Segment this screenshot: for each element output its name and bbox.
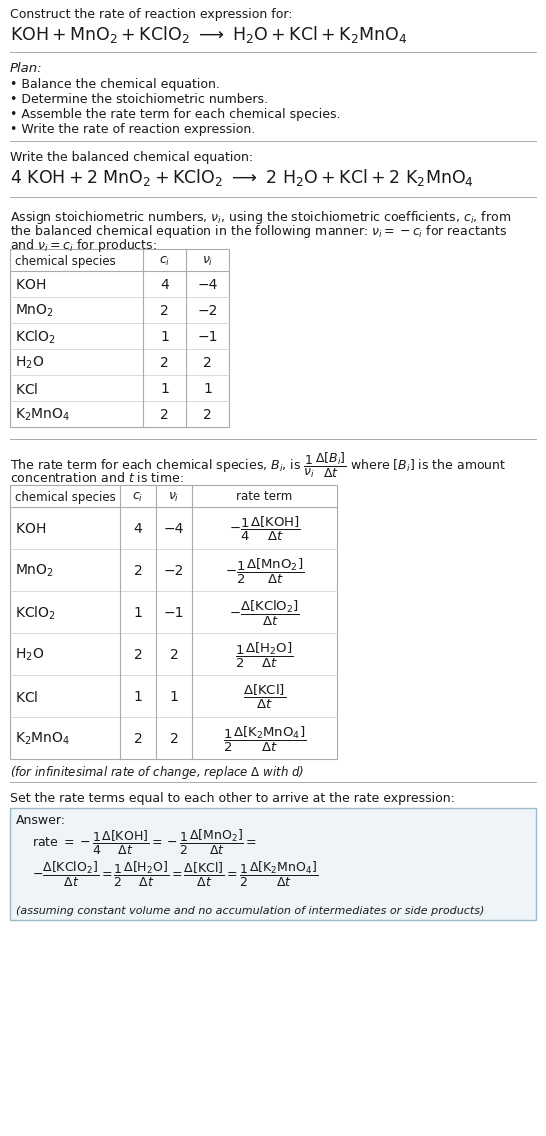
Text: $\dfrac{\Delta[\mathrm{KCl}]}{\Delta t}$: $\dfrac{\Delta[\mathrm{KCl}]}{\Delta t}$ (243, 683, 286, 711)
Text: −2: −2 (197, 304, 218, 318)
Text: −1: −1 (164, 605, 184, 620)
Text: 1: 1 (170, 690, 179, 704)
Text: $\mathrm{KClO_2}$: $\mathrm{KClO_2}$ (15, 328, 56, 345)
Text: −4: −4 (197, 278, 218, 292)
Text: $\mathrm{KOH + MnO_2 + KClO_2 \ \longrightarrow \ H_2O + KCl + K_2MnO_4}$: $\mathrm{KOH + MnO_2 + KClO_2 \ \longrig… (10, 24, 407, 45)
Text: chemical species: chemical species (15, 254, 116, 267)
Text: −4: −4 (164, 523, 184, 536)
Text: 2: 2 (160, 304, 169, 318)
Text: $-\dfrac{1}{2}\dfrac{\Delta[\mathrm{MnO_2}]}{\Delta t}$: $-\dfrac{1}{2}\dfrac{\Delta[\mathrm{MnO_… (225, 557, 304, 586)
Text: $\mathrm{H_2O}$: $\mathrm{H_2O}$ (15, 354, 44, 371)
Text: and $\nu_i = c_i$ for products:: and $\nu_i = c_i$ for products: (10, 237, 157, 254)
Text: (assuming constant volume and no accumulation of intermediates or side products): (assuming constant volume and no accumul… (16, 907, 484, 916)
Text: (for infinitesimal rate of change, replace $\Delta$ with $d$): (for infinitesimal rate of change, repla… (10, 765, 304, 782)
Text: $\nu_i$: $\nu_i$ (202, 254, 213, 268)
Text: $-\dfrac{\Delta[\mathrm{KClO_2}]}{\Delta t} = \dfrac{1}{2}\dfrac{\Delta[\mathrm{: $-\dfrac{\Delta[\mathrm{KClO_2}]}{\Delta… (32, 860, 318, 889)
Text: $\mathrm{4 \ KOH + 2 \ MnO_2 + KClO_2 \ \longrightarrow \ 2 \ H_2O + KCl + 2 \ K: $\mathrm{4 \ KOH + 2 \ MnO_2 + KClO_2 \ … (10, 167, 474, 187)
Text: $\mathrm{H_2O}$: $\mathrm{H_2O}$ (15, 646, 44, 663)
Text: chemical species: chemical species (15, 491, 116, 503)
Text: • Balance the chemical equation.: • Balance the chemical equation. (10, 78, 220, 91)
Text: 2: 2 (134, 732, 143, 746)
Text: 2: 2 (160, 356, 169, 370)
Text: $\mathrm{KCl}$: $\mathrm{KCl}$ (15, 690, 38, 704)
Text: $\dfrac{1}{2}\dfrac{\Delta[\mathrm{H_2O}]}{\Delta t}$: $\dfrac{1}{2}\dfrac{\Delta[\mathrm{H_2O}… (235, 641, 294, 669)
Text: $\mathrm{KOH}$: $\mathrm{KOH}$ (15, 523, 46, 536)
Text: 2: 2 (170, 732, 179, 746)
Text: 1: 1 (134, 605, 143, 620)
Text: −1: −1 (197, 329, 218, 344)
Text: $-\dfrac{\Delta[\mathrm{KClO_2}]}{\Delta t}$: $-\dfrac{\Delta[\mathrm{KClO_2}]}{\Delta… (229, 599, 300, 627)
Text: $\mathrm{K_2MnO_4}$: $\mathrm{K_2MnO_4}$ (15, 407, 70, 424)
Text: The rate term for each chemical species, $B_i$, is $\dfrac{1}{\nu_i}\dfrac{\Delt: The rate term for each chemical species,… (10, 451, 506, 481)
Text: $\mathrm{KCl}$: $\mathrm{KCl}$ (15, 382, 38, 396)
Text: $\dfrac{1}{2}\dfrac{\Delta[\mathrm{K_2MnO_4}]}{\Delta t}$: $\dfrac{1}{2}\dfrac{\Delta[\mathrm{K_2Mn… (223, 725, 306, 753)
Text: • Write the rate of reaction expression.: • Write the rate of reaction expression. (10, 123, 255, 136)
Text: 2: 2 (160, 408, 169, 421)
Text: $c_i$: $c_i$ (159, 254, 170, 268)
Text: Write the balanced chemical equation:: Write the balanced chemical equation: (10, 151, 253, 164)
Text: 2: 2 (203, 408, 212, 421)
Text: 2: 2 (203, 356, 212, 370)
Text: $-\dfrac{1}{4}\dfrac{\Delta[\mathrm{KOH}]}{\Delta t}$: $-\dfrac{1}{4}\dfrac{\Delta[\mathrm{KOH}… (229, 515, 300, 543)
Text: −2: −2 (164, 563, 184, 578)
Text: concentration and $t$ is time:: concentration and $t$ is time: (10, 471, 184, 485)
Text: $\mathrm{MnO_2}$: $\mathrm{MnO_2}$ (15, 562, 54, 579)
Text: Construct the rate of reaction expression for:: Construct the rate of reaction expressio… (10, 8, 293, 20)
Text: 2: 2 (170, 648, 179, 662)
Text: 1: 1 (203, 382, 212, 396)
Text: $\mathrm{MnO_2}$: $\mathrm{MnO_2}$ (15, 303, 54, 319)
Text: 1: 1 (160, 382, 169, 396)
Text: $\mathrm{KClO_2}$: $\mathrm{KClO_2}$ (15, 604, 56, 621)
Text: Assign stoichiometric numbers, $\nu_i$, using the stoichiometric coefficients, $: Assign stoichiometric numbers, $\nu_i$, … (10, 209, 511, 226)
Text: rate $= -\dfrac{1}{4}\dfrac{\Delta[\mathrm{KOH}]}{\Delta t} = -\dfrac{1}{2}\dfra: rate $= -\dfrac{1}{4}\dfrac{\Delta[\math… (32, 828, 257, 857)
Text: Answer:: Answer: (16, 815, 66, 827)
Text: • Assemble the rate term for each chemical species.: • Assemble the rate term for each chemic… (10, 108, 341, 122)
Text: 2: 2 (134, 563, 143, 578)
Text: 4: 4 (134, 523, 143, 536)
Text: $\mathrm{KOH}$: $\mathrm{KOH}$ (15, 278, 46, 292)
Bar (10, 808, 536, 920)
Text: 4: 4 (160, 278, 169, 292)
Text: 2: 2 (134, 648, 143, 662)
Text: rate term: rate term (236, 491, 293, 503)
Text: $\nu_i$: $\nu_i$ (168, 491, 180, 503)
Text: the balanced chemical equation in the following manner: $\nu_i = -c_i$ for react: the balanced chemical equation in the fo… (10, 223, 507, 240)
Text: 1: 1 (134, 690, 143, 704)
Bar (10, 485, 337, 759)
Text: $\mathrm{K_2MnO_4}$: $\mathrm{K_2MnO_4}$ (15, 730, 70, 747)
Text: • Determine the stoichiometric numbers.: • Determine the stoichiometric numbers. (10, 93, 268, 106)
Text: $c_i$: $c_i$ (132, 491, 144, 503)
Text: Plan:: Plan: (10, 62, 43, 75)
Text: 1: 1 (160, 329, 169, 344)
Bar (10, 249, 229, 427)
Text: Set the rate terms equal to each other to arrive at the rate expression:: Set the rate terms equal to each other t… (10, 792, 455, 805)
